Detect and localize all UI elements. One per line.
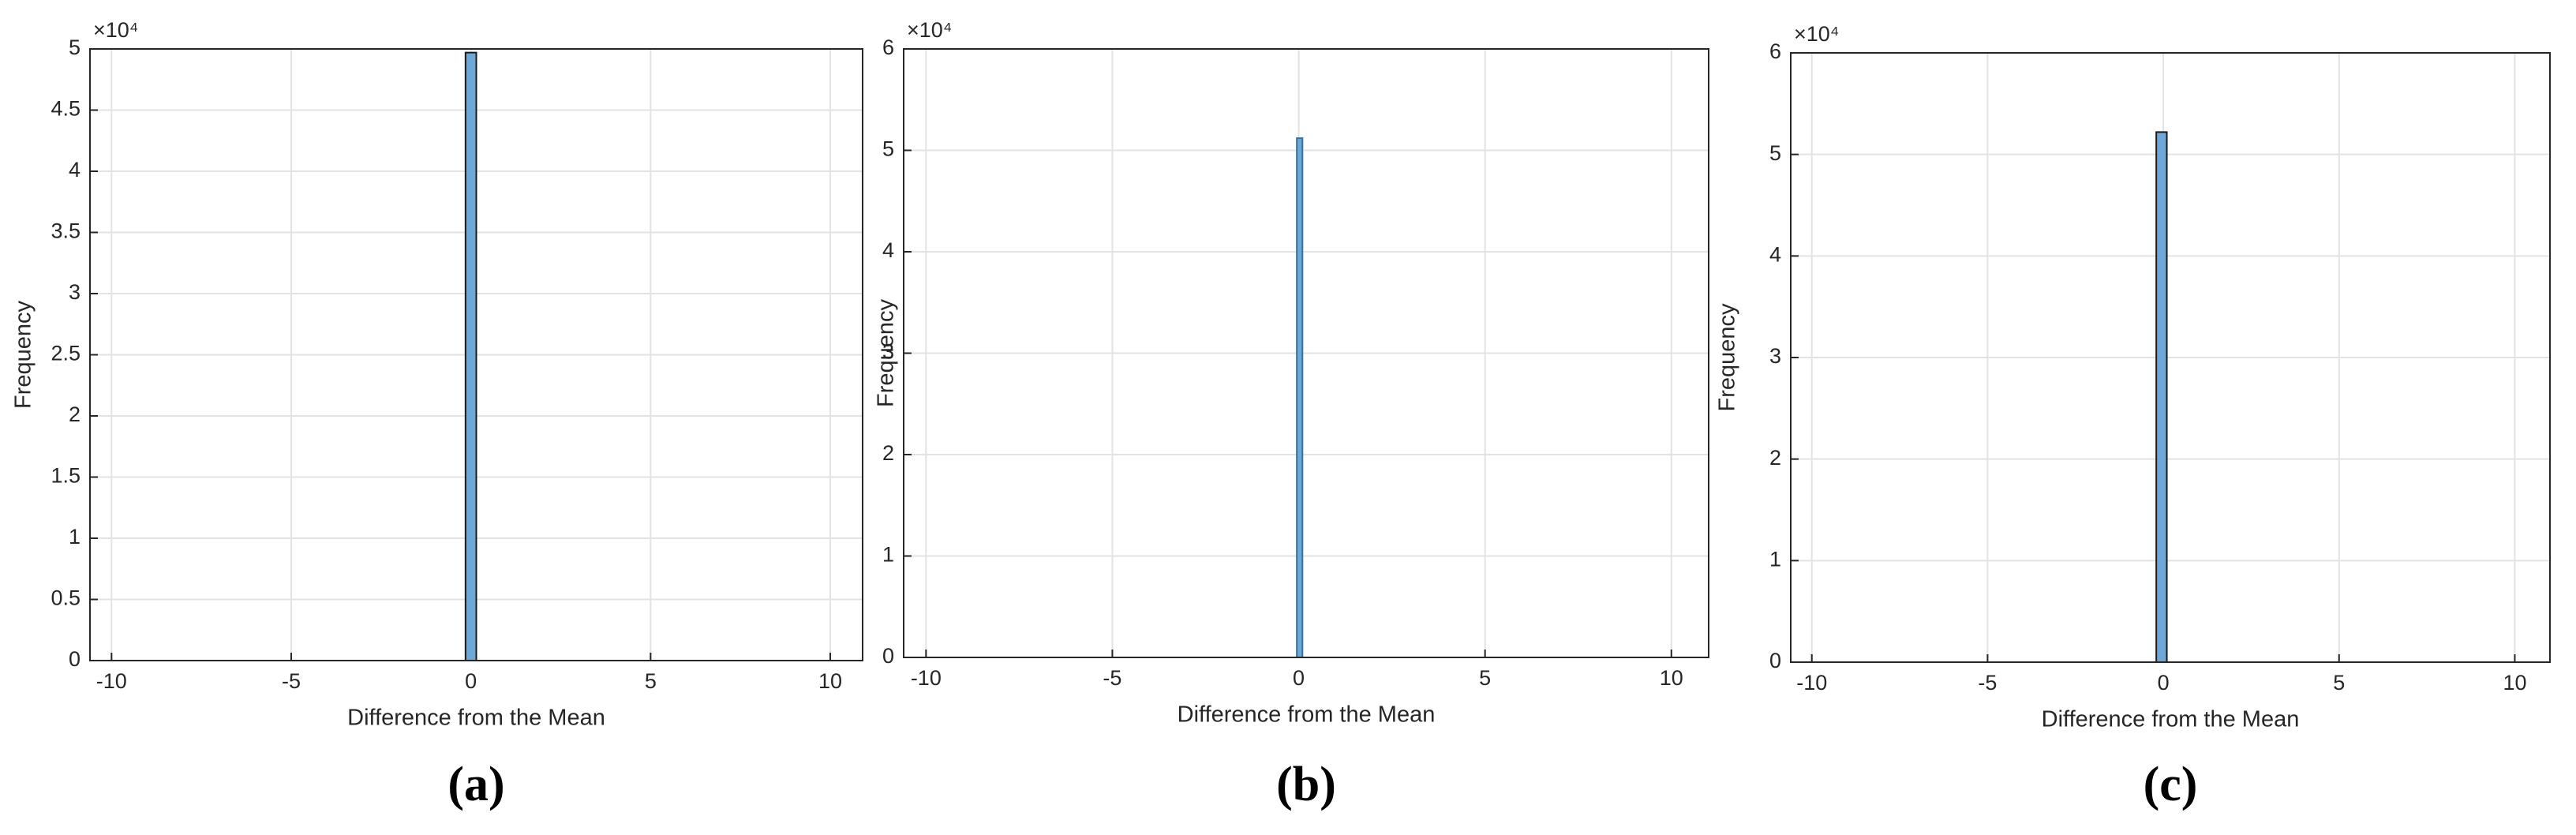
x-tick-label: 5 — [1479, 666, 1491, 690]
y-multiplier: ×10⁴ — [1794, 22, 1839, 46]
y-axis-label: Frequency — [11, 300, 36, 409]
axes-box — [1790, 52, 2551, 663]
y-axis-label: Frequency — [874, 298, 899, 407]
x-tick-label: 0 — [1293, 666, 1305, 690]
y-tick-label: 5 — [882, 137, 894, 161]
y-tick-label: 5 — [69, 36, 80, 59]
y-tick-label: 4 — [882, 238, 894, 262]
x-axis-label: Difference from the Mean — [2042, 707, 2300, 732]
y-multiplier: ×10⁴ — [907, 18, 952, 42]
panel-label: (a) — [447, 758, 504, 811]
axes-box — [89, 48, 863, 661]
x-tick-label: -5 — [1103, 666, 1121, 690]
y-multiplier: ×10⁴ — [93, 18, 138, 42]
y-tick-label: 4 — [69, 158, 80, 182]
y-tick-label: 2 — [69, 403, 80, 426]
x-tick-label: 10 — [1660, 666, 1683, 690]
y-tick-label: 1 — [882, 543, 894, 567]
x-tick-label: -10 — [96, 669, 127, 693]
y-tick-label: 1.5 — [51, 464, 80, 488]
histogram-panel: -10 -5 0 5 10 0 1 2 3 4 5 6 ×10⁴ Difference from the … — [1715, 22, 2551, 811]
y-tick-label: 0.5 — [51, 586, 80, 610]
y-tick-label: 4.5 — [51, 97, 80, 121]
y-tick-label: 3 — [1769, 344, 1781, 368]
y-tick-label: 0 — [69, 647, 80, 671]
y-tick-label: 1 — [69, 525, 80, 549]
x-tick-label: 0 — [2158, 671, 2170, 695]
y-tick-label: 2 — [1769, 446, 1781, 470]
x-tick-label: 5 — [645, 669, 657, 693]
y-tick-label: 2.5 — [51, 342, 80, 365]
x-tick-label: 10 — [818, 669, 842, 693]
histogram-panel: -10 -5 0 5 10 0 0.5 1 1.5 2 2.5 3 3.5 4 4.5 5 ×10⁴ Differ… — [11, 18, 863, 811]
y-tick-label: 6 — [882, 36, 894, 59]
y-tick-label: 0 — [882, 644, 894, 668]
histogram-bar — [1296, 137, 1304, 658]
x-tick-label: -5 — [282, 669, 301, 693]
y-tick-label: 3 — [69, 280, 80, 304]
y-tick-label: 5 — [1769, 141, 1781, 165]
x-tick-label: -10 — [911, 666, 942, 690]
y-axis-label: Frequency — [1715, 303, 1740, 412]
x-tick-label: 0 — [465, 669, 477, 693]
x-tick-label: -10 — [1796, 671, 1827, 695]
panel-label: (b) — [1276, 758, 1336, 811]
x-tick-label: 5 — [2333, 671, 2345, 695]
panel-label: (c) — [2144, 758, 2198, 811]
x-axis-label: Difference from the Mean — [1178, 702, 1436, 728]
histogram-bar — [2155, 131, 2168, 664]
histogram-panel: -10 -5 0 5 10 0 1 2 3 4 5 6 ×10⁴ Difference from the … — [874, 18, 1709, 811]
x-axis-label: Difference from the Mean — [347, 706, 605, 731]
x-tick-label: -5 — [1978, 671, 1997, 695]
y-tick-label: 3 — [882, 340, 894, 364]
y-tick-label: 4 — [1769, 242, 1781, 266]
y-tick-label: 6 — [1769, 39, 1781, 63]
y-tick-label: 0 — [1769, 649, 1781, 672]
y-tick-label: 1 — [1769, 547, 1781, 571]
y-tick-label: 3.5 — [51, 219, 80, 243]
y-tick-label: 2 — [882, 441, 894, 465]
histogram-bar — [464, 51, 477, 661]
axes-box — [903, 48, 1709, 658]
x-tick-label: 10 — [2503, 671, 2526, 695]
